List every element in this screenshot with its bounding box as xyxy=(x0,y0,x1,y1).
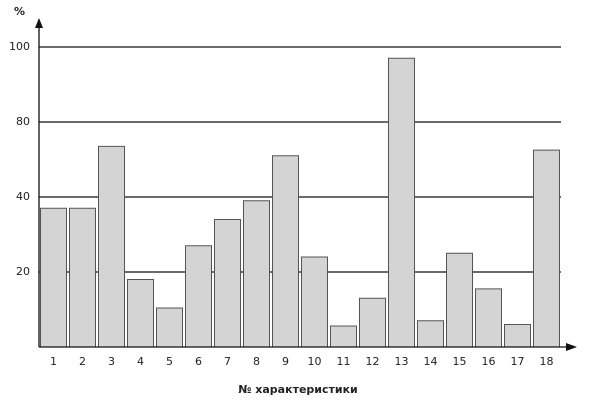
x-tick-label: 6 xyxy=(195,355,202,368)
bar xyxy=(475,288,502,348)
y-axis-arrow xyxy=(35,18,43,28)
y-tick-label: 80 xyxy=(16,115,30,128)
bar xyxy=(359,297,386,348)
x-tick-label: 7 xyxy=(224,355,231,368)
bar xyxy=(446,252,473,348)
x-tick-label: 8 xyxy=(253,355,260,368)
x-tick-label: 3 xyxy=(108,355,115,368)
x-tick-label: 11 xyxy=(337,355,351,368)
x-tick-label: 10 xyxy=(308,355,322,368)
x-tick-label: 17 xyxy=(511,355,525,368)
bar xyxy=(156,307,183,348)
bar xyxy=(40,207,67,348)
bar xyxy=(69,207,96,348)
x-tick-label: 14 xyxy=(424,355,438,368)
bar xyxy=(533,149,560,348)
x-tick-label: 1 xyxy=(50,355,57,368)
bar xyxy=(330,325,357,348)
bar xyxy=(214,219,241,348)
x-tick-label: 13 xyxy=(395,355,409,368)
bar xyxy=(388,57,415,348)
bar xyxy=(504,324,531,348)
x-tick-label: 9 xyxy=(282,355,289,368)
bar xyxy=(272,155,299,348)
x-tick-label: 15 xyxy=(453,355,467,368)
y-tick-label: 100 xyxy=(9,40,30,53)
x-tick-label: 5 xyxy=(166,355,173,368)
bar xyxy=(127,279,154,348)
bar xyxy=(243,200,270,348)
x-tick-label: 2 xyxy=(79,355,86,368)
y-tick-label: 20 xyxy=(16,265,30,278)
x-axis-arrow xyxy=(566,343,577,351)
bar xyxy=(185,245,212,348)
y-tick-label: 40 xyxy=(16,190,30,203)
bar xyxy=(98,145,125,348)
y-axis-label: % xyxy=(14,5,25,18)
x-tick-label: 12 xyxy=(366,355,380,368)
x-axis-label: № характеристики xyxy=(238,383,358,396)
bar xyxy=(417,320,444,348)
x-tick-label: 18 xyxy=(540,355,554,368)
x-tick-label: 16 xyxy=(482,355,496,368)
bar xyxy=(301,256,328,348)
x-tick-label: 4 xyxy=(137,355,144,368)
